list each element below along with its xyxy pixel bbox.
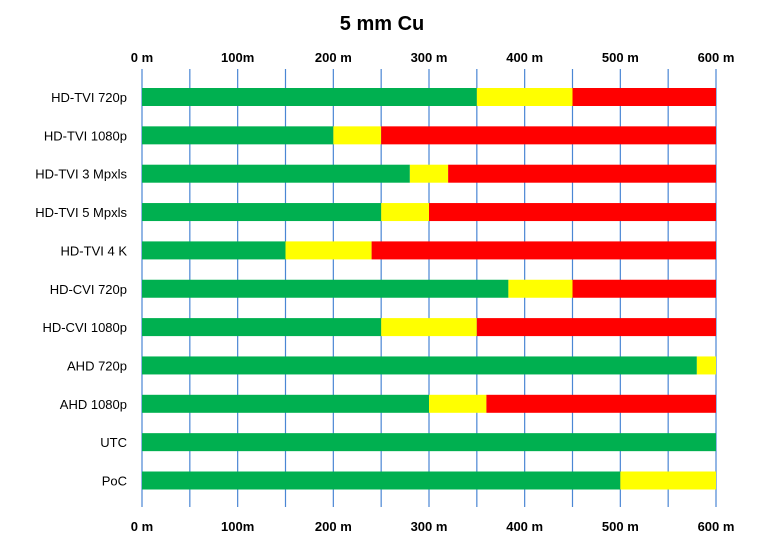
x-tick-label: 600 m: [698, 50, 735, 65]
bar-segment: [142, 356, 697, 375]
category-label: HD-TVI 720p: [51, 90, 127, 105]
x-tick-label: 500 m: [602, 50, 639, 65]
bar-segment: [381, 318, 477, 337]
bar-segment: [142, 88, 477, 106]
bar-segment: [476, 88, 573, 106]
chart-title: 5 mm Cu: [340, 13, 424, 35]
bar-segment: [333, 126, 382, 145]
bar-segment: [285, 241, 372, 260]
bar-segment: [620, 471, 716, 490]
bar-segment: [381, 126, 716, 145]
bar-segment: [142, 241, 286, 260]
bar-segment: [371, 241, 716, 260]
x-tick-label: 100m: [221, 50, 254, 65]
x-tick-label: 0 m: [131, 519, 153, 534]
x-tick-label: 0 m: [131, 50, 153, 65]
bar-segment: [381, 203, 429, 222]
x-axis-ticks: 0 m 100m 200 m 300 m 400 m 500 m 600 m 0 m 100m 2…: [131, 50, 735, 534]
category-label: HD-TVI 1080p: [44, 128, 127, 143]
category-label: PoC: [102, 474, 127, 489]
category-label: AHD 1080p: [60, 397, 127, 412]
category-labels: HD-TVI 720p HD-TVI 1080p HD-TVI 3 Mpxls HD-…: [35, 90, 127, 489]
x-tick-label: 400 m: [506, 519, 543, 534]
x-tick-label: 400 m: [506, 50, 543, 65]
bar-segment: [429, 394, 487, 413]
x-tick-label: 200 m: [315, 519, 352, 534]
bar-segment: [142, 471, 621, 490]
bar-segment: [409, 164, 449, 183]
bar-segment: [508, 279, 573, 298]
bar-segment: [142, 164, 410, 183]
bars: [142, 88, 716, 490]
x-tick-label: 600 m: [698, 519, 735, 534]
category-label: HD-TVI 4 K: [61, 243, 128, 258]
bar-segment: [142, 126, 334, 145]
bar-segment: [142, 203, 382, 222]
bar-segment: [142, 279, 509, 298]
bar-segment: [486, 394, 716, 413]
x-tick-label: 500 m: [602, 519, 639, 534]
bar-segment: [476, 318, 716, 337]
category-label: HD-TVI 3 Mpxls: [35, 167, 127, 182]
category-label: HD-CVI 1080p: [42, 320, 127, 335]
bar-segment: [696, 356, 716, 375]
x-tick-label: 300 m: [411, 519, 448, 534]
bar-segment: [572, 279, 716, 298]
x-tick-label: 200 m: [315, 50, 352, 65]
bar-segment: [142, 394, 429, 413]
category-label: HD-CVI 720p: [50, 282, 127, 297]
bar-segment: [142, 433, 716, 452]
bar-segment: [448, 164, 716, 183]
category-label: HD-TVI 5 Mpxls: [35, 205, 127, 220]
bar-segment: [572, 88, 716, 106]
x-tick-label: 300 m: [411, 50, 448, 65]
bar-segment: [142, 318, 382, 337]
category-label: UTC: [100, 435, 127, 450]
bar-segment: [429, 203, 716, 222]
category-label: AHD 720p: [67, 358, 127, 373]
x-tick-label: 100m: [221, 519, 254, 534]
